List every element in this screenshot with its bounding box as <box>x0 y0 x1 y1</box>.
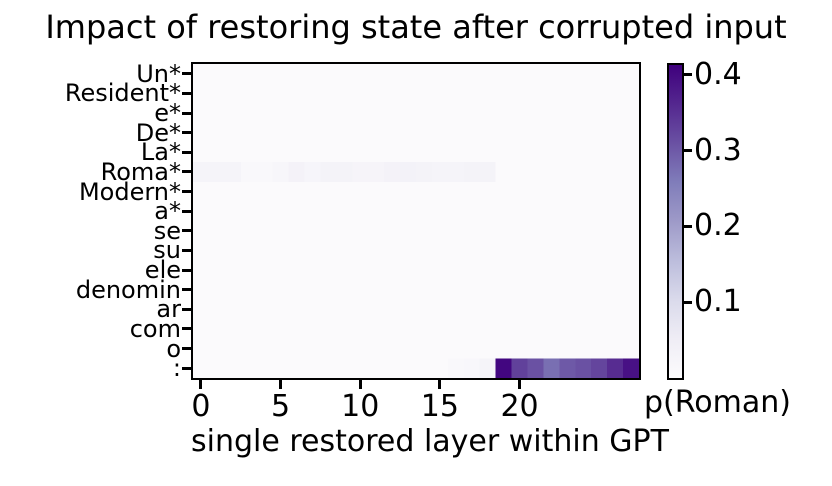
y-tick-label: su <box>153 236 181 265</box>
colorbar-tick-mark <box>684 300 692 304</box>
x-axis-label: single restored layer within GPT <box>191 424 669 459</box>
x-tick-label: 5 <box>271 389 291 424</box>
y-tick-label: De* <box>135 118 181 147</box>
colorbar-tick-label: 0.1 <box>694 284 742 320</box>
y-tick-label: ar <box>156 295 181 324</box>
x-tick-mark <box>518 380 522 389</box>
y-tick-mark <box>182 288 191 292</box>
y-tick-mark <box>182 170 191 174</box>
y-tick-label: : <box>172 354 181 383</box>
y-tick-label: denomin <box>75 275 181 304</box>
heatmap-plot <box>191 62 641 380</box>
y-tick-label: se <box>153 216 181 245</box>
y-tick-label: o <box>166 334 181 363</box>
y-tick-mark <box>182 307 191 311</box>
y-tick-label: com <box>129 314 181 343</box>
colorbar-label: p(Roman) <box>644 385 791 420</box>
y-tick-label: Un* <box>136 59 181 88</box>
y-tick-mark <box>182 209 191 213</box>
y-tick-label: Resident* <box>64 79 181 108</box>
y-tick-label: ele <box>144 256 181 285</box>
x-tick-label: 15 <box>420 389 459 424</box>
heatmap-canvas <box>193 64 639 378</box>
y-tick-mark <box>182 229 191 233</box>
y-tick-label: Roma* <box>100 157 181 186</box>
chart-title: Impact of restoring state after corrupte… <box>45 8 787 46</box>
y-tick-label: e* <box>154 99 181 128</box>
y-tick-mark <box>182 131 191 135</box>
colorbar-tick-label: 0.3 <box>694 132 742 168</box>
y-tick-mark <box>182 327 191 331</box>
y-tick-mark <box>182 248 191 252</box>
colorbar <box>667 63 684 380</box>
y-tick-label: a* <box>154 197 181 226</box>
colorbar-tick-mark <box>684 224 692 228</box>
y-tick-mark <box>182 366 191 370</box>
y-tick-label: Modern* <box>78 177 181 206</box>
y-tick-mark <box>182 111 191 115</box>
colorbar-gradient <box>669 65 682 378</box>
x-tick-label: 0 <box>191 389 211 424</box>
x-tick-mark <box>199 380 203 389</box>
y-tick-mark <box>182 268 191 272</box>
colorbar-tick-mark <box>684 73 692 77</box>
y-tick-mark <box>182 347 191 351</box>
x-tick-mark <box>438 380 442 389</box>
x-tick-mark <box>358 380 362 389</box>
y-tick-mark <box>182 91 191 95</box>
x-tick-mark <box>279 380 283 389</box>
y-tick-mark <box>182 150 191 154</box>
x-tick-label: 20 <box>500 389 539 424</box>
y-tick-label: La* <box>140 138 181 167</box>
colorbar-tick-mark <box>684 149 692 153</box>
y-tick-mark <box>182 190 191 194</box>
colorbar-tick-label: 0.4 <box>694 56 742 92</box>
x-tick-label: 10 <box>341 389 380 424</box>
colorbar-tick-label: 0.2 <box>694 208 742 244</box>
y-tick-mark <box>182 72 191 76</box>
